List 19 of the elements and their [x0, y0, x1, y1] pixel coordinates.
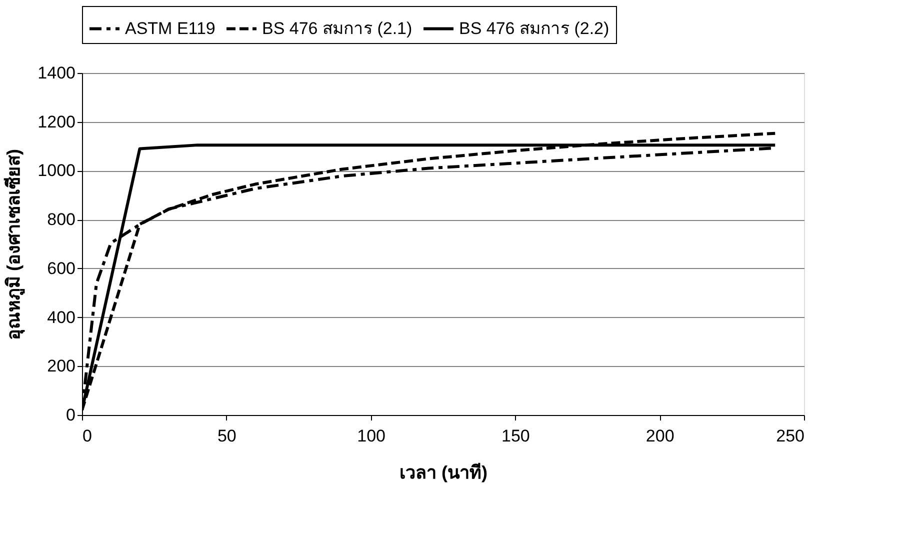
legend-label: BS 476 สมการ (2.2): [459, 18, 610, 38]
y-tick-label: 200: [47, 356, 76, 376]
x-tick-label: 250: [776, 426, 804, 446]
y-tick-label: 1000: [38, 161, 76, 180]
y-tick-label: 800: [47, 210, 76, 230]
x-tick-label: 150: [502, 426, 530, 446]
legend-label: ASTM E119: [125, 18, 216, 38]
legend-label: BS 476 สมการ (2.1): [262, 18, 412, 38]
y-axis-title: อุณหภูมิ (องศาเซลเซียส): [4, 149, 26, 340]
x-tick-label: 200: [646, 426, 674, 446]
x-axis-title: เวลา (นาที): [400, 462, 488, 482]
y-tick-label: 400: [47, 308, 76, 327]
y-tick-label: 1200: [38, 112, 76, 132]
y-tick-label: 1400: [38, 64, 76, 82]
x-tick-label: 100: [357, 426, 386, 446]
x-tick-label: 0: [82, 426, 92, 446]
x-tick-label: 50: [217, 426, 236, 446]
y-tick-label: 600: [47, 258, 76, 278]
y-tick-label: 0: [66, 406, 76, 424]
